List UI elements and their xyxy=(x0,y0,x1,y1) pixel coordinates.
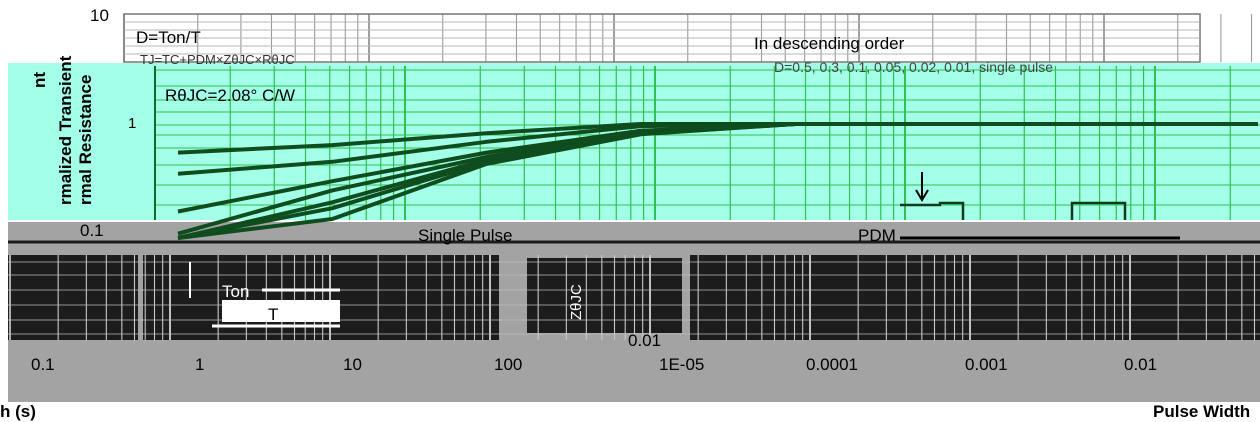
x-tick-label-0-1: 0.1 xyxy=(31,355,55,374)
annotation-rth: RθJC=2.08° C/W xyxy=(165,86,296,105)
pulse-waveform xyxy=(1070,201,1127,220)
arrow-head xyxy=(915,189,929,202)
x-tick-label-0-0001: 0.0001 xyxy=(806,355,858,374)
y-axis-label-fragment-top: nt xyxy=(30,71,49,88)
annotation-pdm: PDM xyxy=(858,226,896,245)
annotation-duty-equation: D=Ton/T xyxy=(136,28,201,47)
y-tick-label-0-1: 0.1 xyxy=(80,221,104,240)
dark-block-3 xyxy=(8,255,138,340)
annotation-descending: In descending order xyxy=(754,34,905,53)
series-line xyxy=(177,122,1258,240)
period-box xyxy=(222,300,340,322)
pulse-waveform xyxy=(900,201,965,220)
y-axis-label-line-1: rmalized Transient xyxy=(56,55,75,205)
series-line xyxy=(177,122,1258,176)
annotation-single-pulse: Single Pulse xyxy=(418,226,513,245)
x-tick-label-10: 10 xyxy=(343,355,362,374)
x-axis-label-fragment-left: h (s) xyxy=(0,402,36,421)
y-tick-label-10: 10 xyxy=(90,6,109,25)
x-axis-label-fragment-right: Pulse Width xyxy=(1153,402,1251,421)
annotation-ton: Ton xyxy=(222,282,250,301)
x-tick-label-1: 1 xyxy=(195,355,205,374)
x-tick-label-1e-05: 1E-05 xyxy=(659,355,705,374)
x-tick-label-0-01: 0.01 xyxy=(1124,355,1158,374)
dark-block-2 xyxy=(527,258,682,333)
y-tick-label-1: 1 xyxy=(128,115,137,132)
x-tick-label-0-001: 0.001 xyxy=(965,355,1008,374)
highlight-band-mint xyxy=(8,63,1260,220)
y-axis-label-line-2: rmal Resistance xyxy=(76,74,95,205)
annotation-tj-equation: TJ=TC+PDM×ZθJC×RθJC xyxy=(140,52,295,67)
annotation-zjc: ZθJC xyxy=(568,284,585,320)
annotation-period: T xyxy=(268,305,279,324)
y-tick-label-0-01: 0.01 xyxy=(628,331,662,350)
annotation-duty-list: D=0.5, 0.3, 0.1, 0.05, 0.02, 0.01, singl… xyxy=(774,59,1054,75)
x-tick-label-100: 100 xyxy=(494,355,523,374)
